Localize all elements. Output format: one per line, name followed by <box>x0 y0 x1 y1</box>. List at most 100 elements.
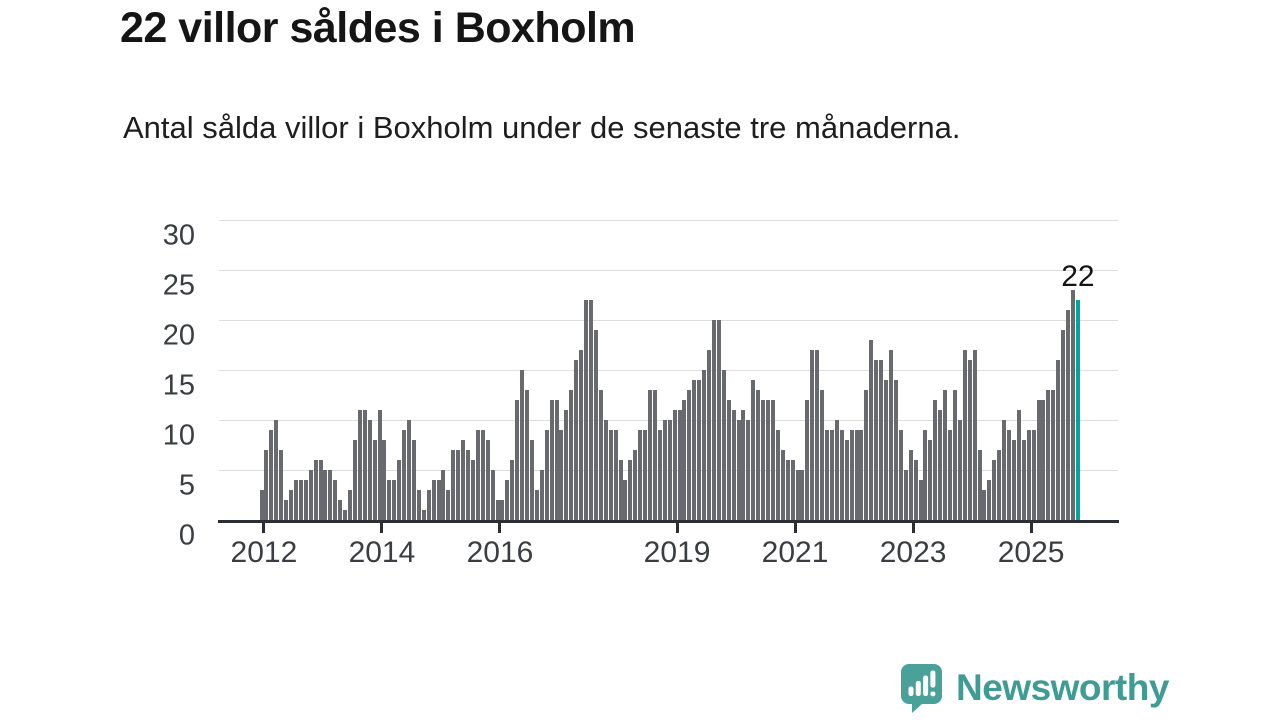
plot-area: 22 0 5 10 15 20 25 30 2012 2014 2016 2019 2021 2023 2… <box>163 220 1119 569</box>
bar <box>633 450 638 520</box>
bar <box>259 490 264 520</box>
bar <box>657 430 662 520</box>
bar <box>790 460 795 520</box>
bar <box>972 350 977 520</box>
gridline-y-25 <box>219 270 1118 271</box>
bar <box>559 430 564 520</box>
bar <box>328 470 333 520</box>
bar <box>554 400 559 520</box>
bar <box>564 410 569 520</box>
bar <box>1026 430 1031 520</box>
gridline-y-30 <box>219 220 1118 221</box>
bar-highlighted-latest <box>1075 300 1080 520</box>
bar <box>682 400 687 520</box>
bar <box>303 480 308 520</box>
bar <box>1066 310 1071 520</box>
bar <box>264 450 269 520</box>
bar <box>618 460 623 520</box>
bar <box>938 410 943 520</box>
bar <box>913 460 918 520</box>
bar <box>382 440 387 520</box>
x-axis-tick-2012 <box>262 523 266 533</box>
bar <box>952 390 957 520</box>
bar <box>544 430 549 520</box>
bar <box>1002 420 1007 520</box>
bar <box>426 490 431 520</box>
bar <box>967 360 972 520</box>
bar <box>274 420 279 520</box>
bar <box>820 390 825 520</box>
bar <box>643 430 648 520</box>
bar <box>593 330 598 520</box>
bar <box>421 510 426 520</box>
bar <box>416 490 421 520</box>
x-axis-tick-2023 <box>911 523 915 533</box>
bar <box>716 320 721 520</box>
bar <box>1016 410 1021 520</box>
bar <box>338 500 343 520</box>
bar <box>962 350 967 520</box>
bar <box>525 390 530 520</box>
bar <box>780 450 785 520</box>
bar <box>534 490 539 520</box>
x-axis-label-2019: 2019 <box>643 536 711 569</box>
newsworthy-wordmark: Newsworthy <box>956 667 1169 708</box>
bar <box>623 480 628 520</box>
x-axis-tick-2016 <box>498 523 502 533</box>
bar <box>977 450 982 520</box>
bar <box>923 430 928 520</box>
bar <box>603 420 608 520</box>
bar <box>825 430 830 520</box>
bar <box>677 410 682 520</box>
y-axis-label-0: 0 <box>178 519 195 552</box>
bar <box>1041 400 1046 520</box>
gridline-y-20 <box>219 320 1118 321</box>
bar <box>500 500 505 520</box>
x-axis-label-2025: 2025 <box>997 536 1065 569</box>
bar <box>1070 290 1075 520</box>
bar <box>1036 400 1041 520</box>
x-axis-tick-2019 <box>675 523 679 533</box>
bar <box>313 460 318 520</box>
bar <box>357 410 362 520</box>
bar <box>348 490 353 520</box>
bar <box>1007 430 1012 520</box>
bar <box>402 430 407 520</box>
bar <box>505 480 510 520</box>
bar <box>839 430 844 520</box>
bar <box>436 480 441 520</box>
bar <box>529 440 534 520</box>
bar <box>377 410 382 520</box>
bar <box>751 380 756 520</box>
y-axis-label-10: 10 <box>162 419 195 452</box>
bar <box>692 380 697 520</box>
bar <box>908 450 913 520</box>
bar <box>815 350 820 520</box>
bar <box>903 470 908 520</box>
bar <box>269 430 274 520</box>
bar <box>687 390 692 520</box>
bar <box>431 480 436 520</box>
bar <box>490 470 495 520</box>
bar <box>957 420 962 520</box>
bar <box>407 420 412 520</box>
bar <box>766 400 771 520</box>
bar <box>485 440 490 520</box>
bar <box>982 490 987 520</box>
bar <box>520 370 525 520</box>
bar <box>451 450 456 520</box>
bar <box>770 400 775 520</box>
bar <box>343 510 348 520</box>
bar <box>726 400 731 520</box>
bar <box>1021 440 1026 520</box>
bar <box>466 450 471 520</box>
bar <box>648 390 653 520</box>
bar <box>456 450 461 520</box>
bar <box>298 480 303 520</box>
bar <box>323 470 328 520</box>
bar <box>874 360 879 520</box>
bar <box>1011 440 1016 520</box>
bar <box>293 480 298 520</box>
bar <box>589 300 593 520</box>
bar <box>756 390 761 520</box>
